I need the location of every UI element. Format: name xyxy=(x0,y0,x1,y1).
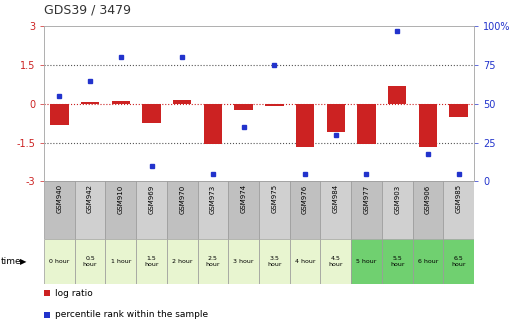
FancyBboxPatch shape xyxy=(443,239,474,284)
Text: GSM906: GSM906 xyxy=(425,184,431,214)
FancyBboxPatch shape xyxy=(259,239,290,284)
Text: GSM976: GSM976 xyxy=(302,184,308,214)
Text: GSM977: GSM977 xyxy=(364,184,369,214)
Bar xyxy=(326,104,345,132)
Bar xyxy=(265,104,283,106)
Text: 6.5
hour: 6.5 hour xyxy=(451,256,466,267)
Bar xyxy=(419,104,437,146)
FancyBboxPatch shape xyxy=(228,181,259,239)
FancyBboxPatch shape xyxy=(197,239,228,284)
FancyBboxPatch shape xyxy=(167,239,197,284)
Text: GSM940: GSM940 xyxy=(56,184,62,214)
FancyBboxPatch shape xyxy=(351,181,382,239)
Text: 6 hour: 6 hour xyxy=(418,259,438,264)
Text: time: time xyxy=(1,257,22,266)
FancyBboxPatch shape xyxy=(106,239,136,284)
Text: GSM973: GSM973 xyxy=(210,184,216,214)
FancyBboxPatch shape xyxy=(228,239,259,284)
Text: GSM984: GSM984 xyxy=(333,184,339,214)
FancyBboxPatch shape xyxy=(259,181,290,239)
Text: percentile rank within the sample: percentile rank within the sample xyxy=(55,310,209,319)
FancyBboxPatch shape xyxy=(136,181,167,239)
FancyBboxPatch shape xyxy=(75,181,106,239)
Text: 2.5
hour: 2.5 hour xyxy=(206,256,220,267)
FancyBboxPatch shape xyxy=(197,181,228,239)
FancyBboxPatch shape xyxy=(351,239,382,284)
Text: 3 hour: 3 hour xyxy=(234,259,254,264)
FancyBboxPatch shape xyxy=(290,239,321,284)
FancyBboxPatch shape xyxy=(44,239,75,284)
Text: GSM985: GSM985 xyxy=(456,184,462,214)
Bar xyxy=(142,104,161,123)
Text: GSM970: GSM970 xyxy=(179,184,185,214)
Bar xyxy=(357,104,376,144)
Text: 0.5
hour: 0.5 hour xyxy=(83,256,97,267)
Text: 5 hour: 5 hour xyxy=(356,259,377,264)
Text: 4.5
hour: 4.5 hour xyxy=(328,256,343,267)
FancyBboxPatch shape xyxy=(290,181,321,239)
Text: ▶: ▶ xyxy=(20,257,26,266)
Text: 1 hour: 1 hour xyxy=(111,259,131,264)
FancyBboxPatch shape xyxy=(106,181,136,239)
Text: 0 hour: 0 hour xyxy=(49,259,69,264)
FancyBboxPatch shape xyxy=(412,181,443,239)
FancyBboxPatch shape xyxy=(382,239,412,284)
Bar xyxy=(204,104,222,144)
Bar xyxy=(235,104,253,110)
Text: GSM974: GSM974 xyxy=(241,184,247,214)
Bar xyxy=(450,104,468,117)
FancyBboxPatch shape xyxy=(443,181,474,239)
Text: GSM942: GSM942 xyxy=(87,184,93,213)
Text: 4 hour: 4 hour xyxy=(295,259,315,264)
Text: GSM910: GSM910 xyxy=(118,184,124,214)
Text: GSM975: GSM975 xyxy=(271,184,277,214)
Text: 1.5
hour: 1.5 hour xyxy=(145,256,159,267)
FancyBboxPatch shape xyxy=(412,239,443,284)
FancyBboxPatch shape xyxy=(136,239,167,284)
Bar xyxy=(296,104,314,146)
Bar xyxy=(388,86,407,104)
Text: 2 hour: 2 hour xyxy=(172,259,193,264)
Text: GSM903: GSM903 xyxy=(394,184,400,214)
Text: 3.5
hour: 3.5 hour xyxy=(267,256,282,267)
Bar xyxy=(50,104,68,125)
Text: GSM969: GSM969 xyxy=(149,184,154,214)
FancyBboxPatch shape xyxy=(75,239,106,284)
FancyBboxPatch shape xyxy=(382,181,412,239)
Text: GDS39 / 3479: GDS39 / 3479 xyxy=(44,3,131,16)
Bar xyxy=(81,102,99,104)
FancyBboxPatch shape xyxy=(167,181,197,239)
Bar xyxy=(111,101,130,104)
FancyBboxPatch shape xyxy=(321,239,351,284)
Text: log ratio: log ratio xyxy=(55,289,93,298)
FancyBboxPatch shape xyxy=(44,181,75,239)
Bar xyxy=(173,100,192,104)
Text: 5.5
hour: 5.5 hour xyxy=(390,256,405,267)
FancyBboxPatch shape xyxy=(321,181,351,239)
